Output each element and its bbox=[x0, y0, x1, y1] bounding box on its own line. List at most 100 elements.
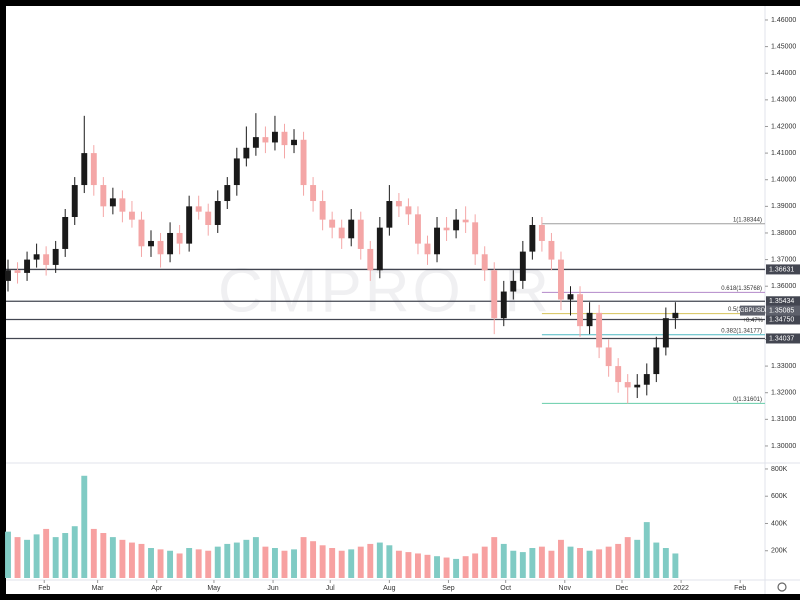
volume-tick-label: 200K bbox=[771, 548, 788, 555]
fib-label: 0.618(1.35768) bbox=[721, 286, 762, 292]
volume-bar bbox=[443, 557, 450, 578]
candle-body bbox=[510, 280, 517, 292]
level-price-label: 1.34750 bbox=[769, 316, 794, 323]
level-price-label: 1.34037 bbox=[769, 335, 794, 342]
volume-bar bbox=[33, 534, 40, 578]
volume-bar bbox=[281, 550, 288, 578]
volume-bar bbox=[662, 548, 669, 578]
candle-body bbox=[71, 185, 78, 217]
last-price-box bbox=[766, 305, 800, 316]
candle-body bbox=[233, 158, 240, 186]
volume-bar bbox=[5, 531, 11, 578]
volume-bar bbox=[90, 528, 97, 578]
volume-bar bbox=[252, 537, 259, 578]
candle-body bbox=[405, 206, 412, 215]
candle-body bbox=[186, 206, 193, 244]
volume-bar bbox=[415, 553, 421, 578]
volume-bar bbox=[634, 539, 641, 578]
x-tick-label: Sep bbox=[442, 585, 455, 592]
volume-bar bbox=[310, 541, 317, 578]
level-price-label: 1.36631 bbox=[769, 266, 794, 273]
y-tick-label: 1.39000 bbox=[771, 203, 796, 210]
volume-bar bbox=[186, 548, 193, 578]
y-tick-label: 1.42000 bbox=[771, 123, 796, 130]
volume-bar bbox=[348, 549, 355, 578]
candle-body bbox=[367, 248, 374, 271]
x-tick-label: 2022 bbox=[673, 585, 689, 592]
symbol-box bbox=[740, 305, 765, 316]
volume-bar bbox=[62, 533, 69, 578]
candle-body bbox=[443, 227, 450, 231]
volume-bar bbox=[176, 553, 183, 578]
volume-bar bbox=[319, 545, 326, 578]
volume-bar bbox=[243, 539, 250, 578]
candle-body bbox=[319, 201, 326, 220]
x-tick-label: Jul bbox=[326, 585, 335, 592]
volume-bar bbox=[233, 542, 240, 578]
volume-bar bbox=[519, 552, 526, 578]
y-tick-label: 1.38000 bbox=[771, 230, 796, 237]
y-tick-label: 1.36000 bbox=[771, 283, 796, 290]
volume-bar bbox=[224, 543, 231, 578]
candle-body bbox=[434, 227, 440, 255]
level-price-box bbox=[766, 333, 800, 344]
volume-bar bbox=[462, 556, 469, 578]
candle-body bbox=[5, 270, 11, 281]
candle-body bbox=[481, 254, 488, 271]
fib-label: 1(1.38344) bbox=[733, 217, 762, 223]
volume-bar bbox=[624, 537, 631, 578]
candle-body bbox=[538, 224, 545, 241]
candle-body bbox=[672, 312, 679, 319]
candle-body bbox=[586, 312, 593, 327]
volume-bar bbox=[586, 550, 593, 578]
candle-body bbox=[624, 382, 631, 388]
candle-body bbox=[558, 259, 564, 300]
candle-body bbox=[109, 198, 116, 207]
volume-bar bbox=[329, 548, 336, 578]
last-price-label: 1.35085 bbox=[769, 307, 794, 314]
volume-tick-label: 800K bbox=[771, 466, 788, 473]
level-price-box bbox=[766, 296, 800, 307]
candle-body bbox=[338, 227, 345, 239]
x-tick-label: Oct bbox=[500, 585, 511, 592]
volume-bar bbox=[43, 528, 50, 578]
volume-tick-label: 400K bbox=[771, 520, 788, 527]
candle-body bbox=[81, 153, 88, 186]
volume-bar bbox=[567, 546, 574, 578]
x-tick-label: Feb bbox=[38, 585, 50, 592]
candle-body bbox=[634, 384, 641, 388]
volume-bar bbox=[376, 542, 383, 578]
candle-body bbox=[300, 139, 307, 186]
candle-body bbox=[395, 201, 402, 207]
x-tick-label: Mar bbox=[92, 585, 105, 592]
settings-icon[interactable] bbox=[777, 582, 787, 592]
fib-label: 0(1.31601) bbox=[733, 397, 762, 403]
chart-background bbox=[6, 6, 800, 594]
candle-body bbox=[281, 131, 288, 146]
volume-bar bbox=[538, 546, 545, 578]
candle-body bbox=[195, 206, 202, 212]
candle-body bbox=[653, 347, 660, 375]
candle-body bbox=[291, 139, 297, 146]
volume-bar bbox=[300, 537, 307, 578]
volume-bar bbox=[71, 526, 78, 578]
volume-bar bbox=[100, 533, 107, 578]
candle-body bbox=[567, 294, 574, 300]
candle-body bbox=[262, 137, 269, 143]
volume-bar bbox=[109, 537, 116, 578]
volume-bar bbox=[119, 539, 126, 578]
y-tick-label: 1.41000 bbox=[771, 150, 796, 157]
fib-label: 0.382(1.34177) bbox=[721, 328, 762, 334]
volume-tick-label: 600K bbox=[771, 493, 788, 500]
y-tick-label: 1.33000 bbox=[771, 363, 796, 370]
candle-body bbox=[14, 270, 21, 273]
candle-body bbox=[386, 201, 393, 228]
candle-body bbox=[24, 259, 31, 273]
candle-body bbox=[605, 347, 612, 367]
candle-body bbox=[205, 211, 212, 225]
candle-body bbox=[596, 312, 603, 348]
candle-body bbox=[329, 219, 336, 228]
level-price-box bbox=[766, 314, 800, 325]
volume-bar bbox=[271, 548, 278, 578]
candle-body bbox=[577, 294, 583, 327]
